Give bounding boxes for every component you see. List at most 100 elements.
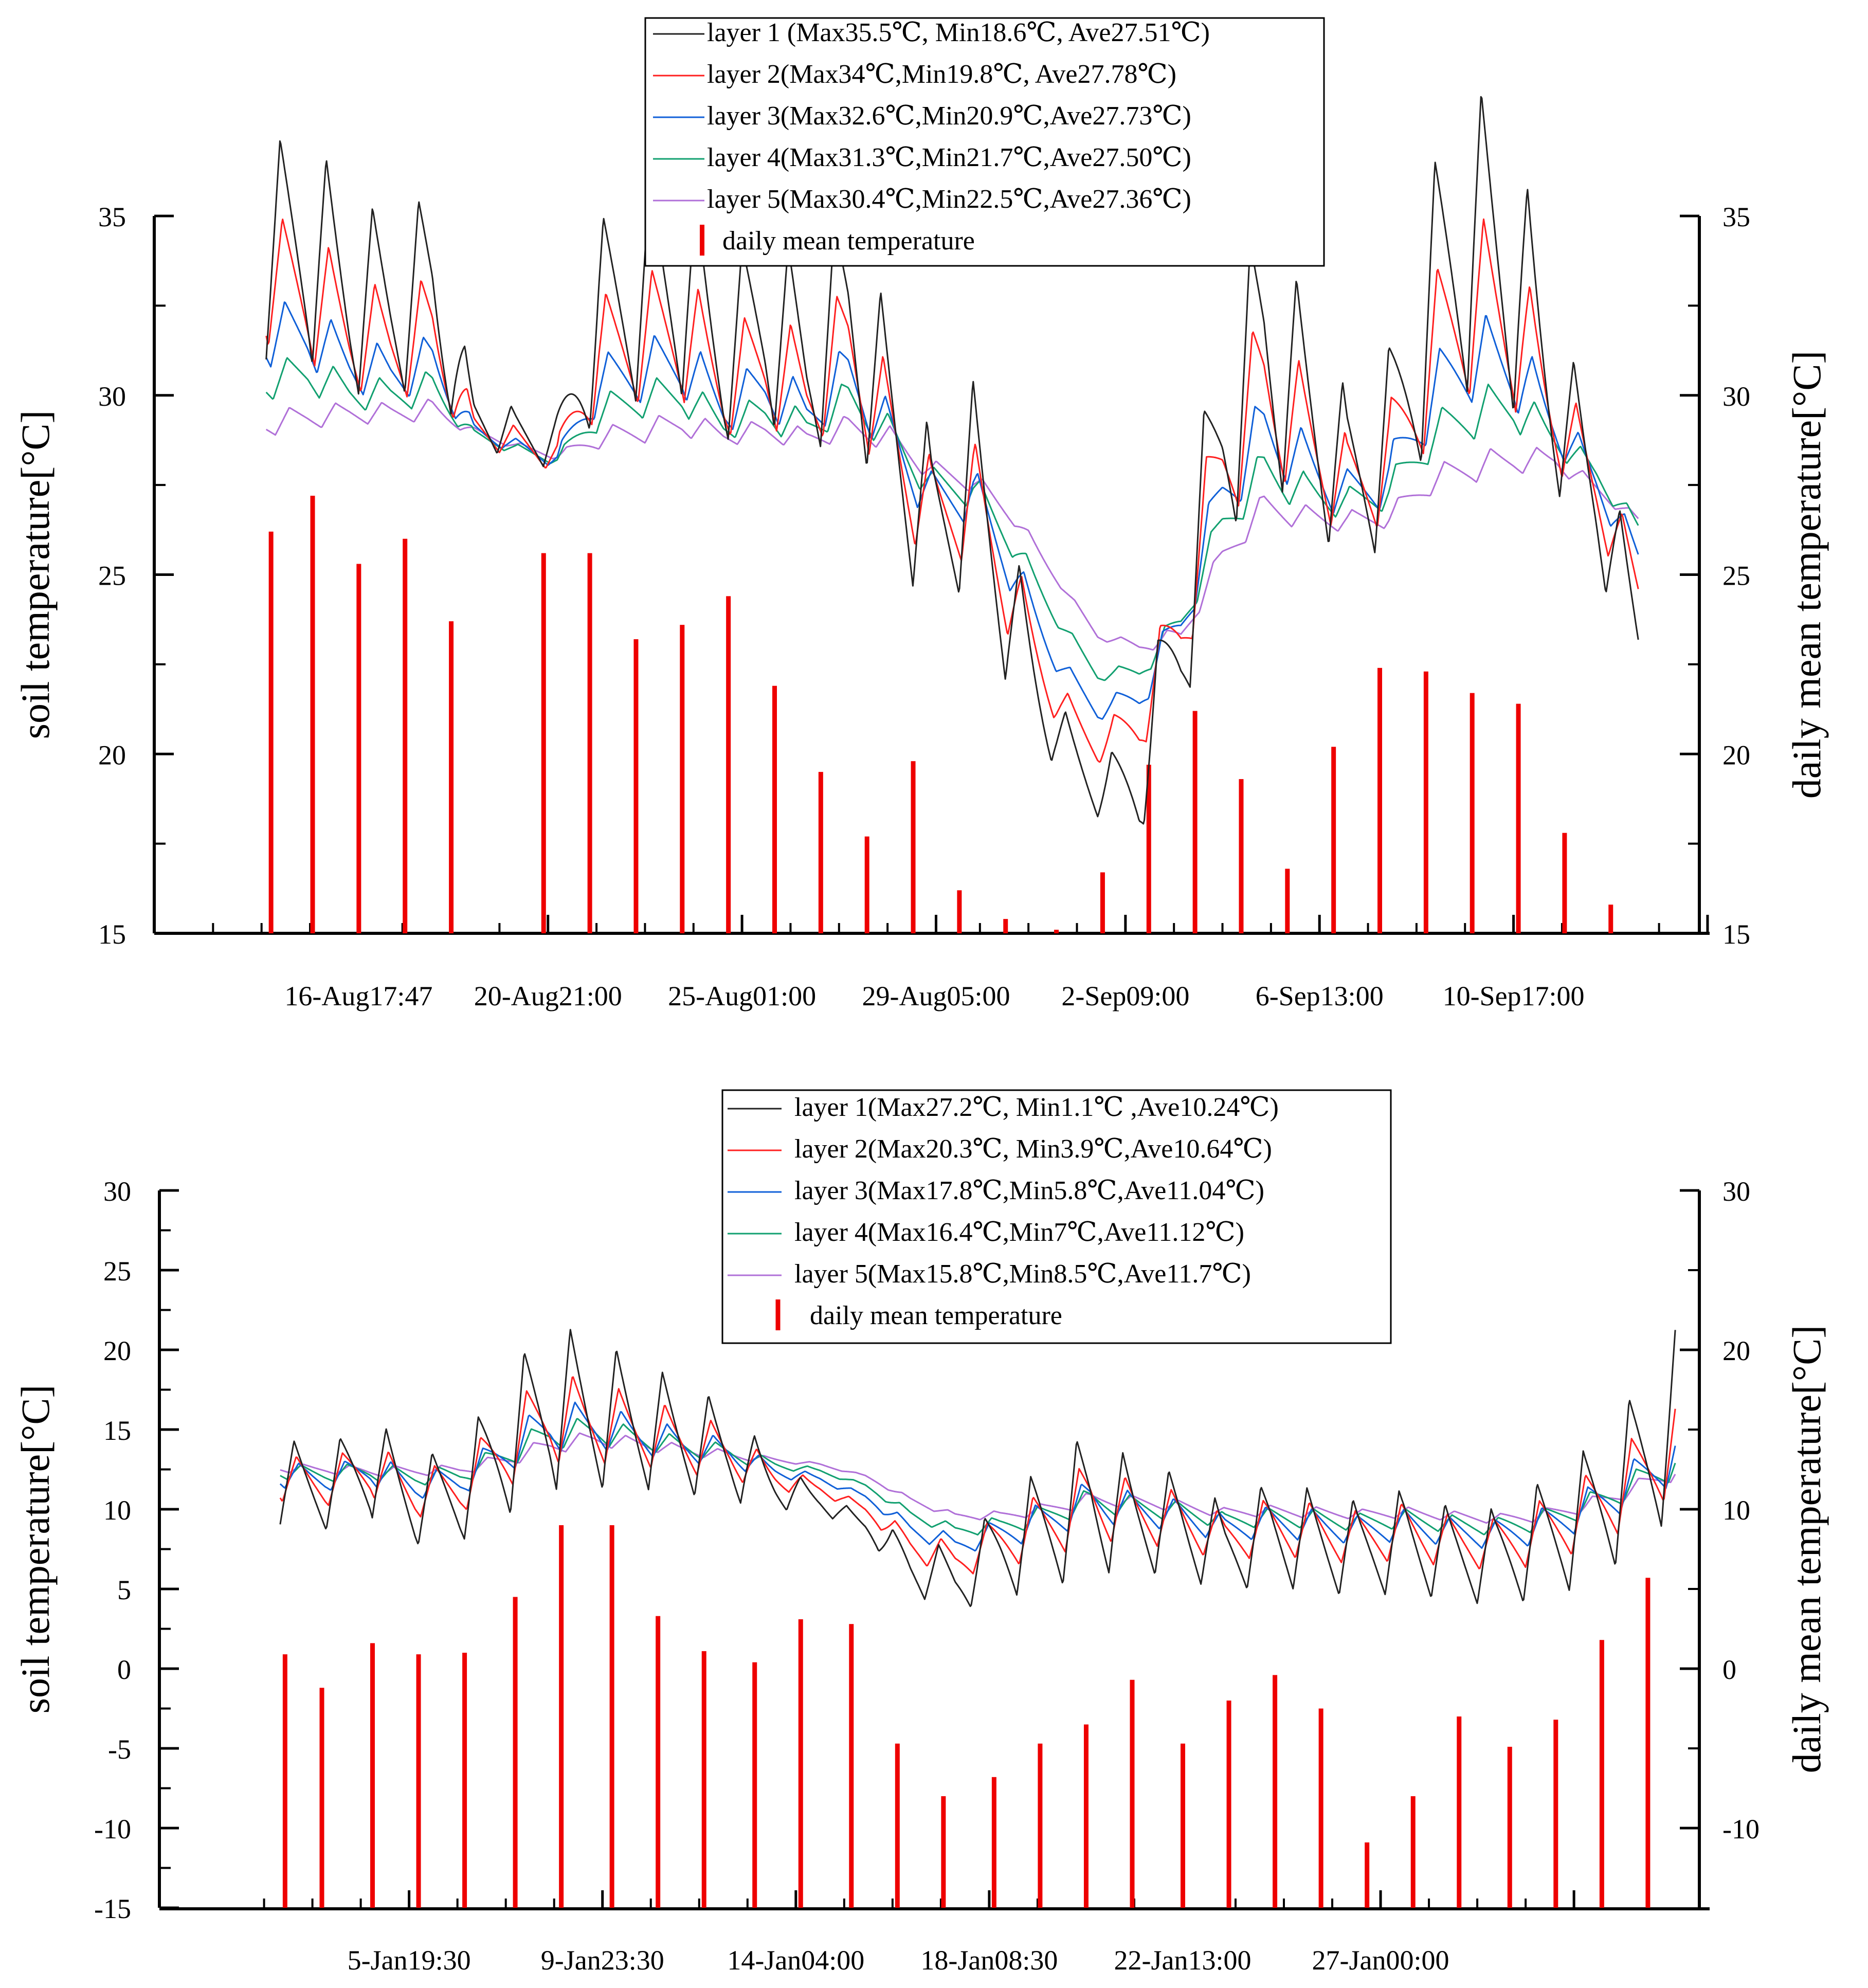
daily-mean-bar xyxy=(1038,1743,1043,1908)
daily-mean-bar xyxy=(1599,1640,1604,1908)
axes: -15 -10 -5 0 5 10 15 20 25 30 -10 0 10 20 30 5-Jan19:30… xyxy=(13,1176,1829,1976)
x-tick-label: 22-Jan13:00 xyxy=(1114,1945,1252,1976)
y2-axis-title: daily mean temperature[°C] xyxy=(1784,351,1829,799)
series-line-layer-2 xyxy=(279,1376,1676,1575)
daily-mean-bar xyxy=(941,1796,946,1908)
daily-mean-bar xyxy=(609,1525,614,1908)
daily-mean-bar xyxy=(587,553,592,933)
daily-mean-bar xyxy=(1181,1743,1185,1908)
x-tick-label: 20-Aug21:00 xyxy=(474,981,622,1011)
daily-mean-bar xyxy=(1054,930,1059,933)
x-tick-label: 27-Jan00:00 xyxy=(1312,1945,1449,1976)
x-tick-label: 2-Sep09:00 xyxy=(1061,981,1189,1011)
y2-tick-label: 30 xyxy=(1722,1176,1750,1207)
daily-mean-bar xyxy=(1285,869,1290,933)
x-tick-label: 14-Jan04:00 xyxy=(727,1945,864,1976)
chart-2: -15 -10 -5 0 5 10 15 20 25 30 -10 0 10 20 30 5-Jan19:30… xyxy=(13,1089,1829,1976)
axes: 15 20 25 30 35 15 20 25 30 35 16-Aug17:47 20-Aug21:… xyxy=(13,202,1829,1011)
x-tick-label: 6-Sep13:00 xyxy=(1256,981,1384,1011)
daily-mean-bar xyxy=(1410,1796,1416,1908)
daily-mean-bar xyxy=(1553,1720,1558,1908)
series-line-layer-3 xyxy=(265,301,1639,720)
series-line-layer-1 xyxy=(279,1329,1676,1607)
y2-tick-label: 0 xyxy=(1722,1654,1736,1685)
daily-mean-bars xyxy=(282,1525,1651,1908)
y2-tick-label: 20 xyxy=(1722,739,1750,770)
y-tick-label: 5 xyxy=(117,1575,131,1605)
daily-mean-bar xyxy=(911,761,916,933)
daily-mean-bar xyxy=(416,1654,421,1908)
daily-mean-bar xyxy=(541,553,546,933)
y-tick-label: -15 xyxy=(94,1893,131,1924)
y-tick-label: 15 xyxy=(98,919,126,950)
chart-1: 15 20 25 30 35 15 20 25 30 35 16-Aug17:47 20-Aug21:… xyxy=(13,17,1829,1011)
legend-label: layer 5(Max30.4℃,Min22.5℃,Ave27.36℃) xyxy=(707,185,1191,214)
daily-mean-bar xyxy=(1562,833,1567,933)
daily-mean-bar xyxy=(1423,671,1428,933)
legend-box xyxy=(644,17,1325,267)
daily-mean-bar xyxy=(772,685,777,933)
daily-mean-bar xyxy=(1192,711,1198,933)
daily-mean-bar xyxy=(895,1743,900,1908)
daily-mean-bar xyxy=(752,1662,757,1908)
series-line-layer-3 xyxy=(279,1401,1676,1552)
y-tick-label: 15 xyxy=(103,1415,131,1446)
legend-label: layer 3(Max17.8℃,Min5.8℃,Ave11.04℃) xyxy=(794,1176,1264,1205)
daily-mean-bar xyxy=(1003,919,1008,933)
daily-mean-bar xyxy=(1507,1746,1512,1908)
y2-tick-label: 35 xyxy=(1722,202,1750,232)
daily-mean-bar xyxy=(1130,1679,1135,1908)
y2-axis-title: daily mean temperature[°C] xyxy=(1784,1325,1829,1773)
legend-label: daily mean temperature xyxy=(810,1301,1062,1330)
daily-mean-bar xyxy=(1516,703,1521,933)
y-tick-label: 30 xyxy=(98,381,126,412)
y-tick-label: -5 xyxy=(108,1734,131,1765)
legend: layer 1(Max27.2℃, Min1.1℃ ,Ave10.24℃) lay… xyxy=(721,1089,1392,1344)
daily-mean-bar xyxy=(356,564,361,933)
daily-mean-bar xyxy=(1457,1716,1462,1908)
y2-tick-label: 10 xyxy=(1722,1495,1750,1526)
daily-mean-bar xyxy=(310,496,315,933)
daily-mean-bar xyxy=(656,1616,661,1908)
y-tick-label: 0 xyxy=(117,1654,131,1685)
daily-mean-bar xyxy=(1239,779,1244,933)
legend-label: layer 3(Max32.6℃,Min20.9℃,Ave27.73℃) xyxy=(707,101,1191,131)
y-axis-title: soil temperature[°C] xyxy=(13,410,58,739)
y-tick-label: 25 xyxy=(98,561,126,591)
daily-mean-bar xyxy=(403,538,408,933)
y2-tick-label: 15 xyxy=(1722,919,1750,950)
daily-mean-bar xyxy=(1083,1724,1089,1908)
legend-label: layer 2(Max34℃,Min19.8℃, Ave27.78℃) xyxy=(707,60,1176,89)
legend-box xyxy=(721,1089,1392,1344)
legend-label: layer 2(Max20.3℃, Min3.9℃,Ave10.64℃) xyxy=(794,1134,1272,1164)
daily-mean-bar xyxy=(282,1654,287,1908)
series-line-layer-4 xyxy=(280,1418,1676,1536)
layer-lines xyxy=(279,1329,1676,1607)
daily-mean-bar xyxy=(1100,872,1105,933)
daily-mean-bar xyxy=(798,1619,803,1908)
legend-label: layer 4(Max31.3℃,Min21.7℃,Ave27.50℃) xyxy=(707,143,1191,172)
daily-mean-bar xyxy=(559,1525,564,1908)
daily-mean-bar xyxy=(370,1643,375,1908)
x-tick-label: 25-Aug01:00 xyxy=(668,981,816,1011)
daily-mean-bar xyxy=(1273,1675,1278,1908)
daily-mean-bar xyxy=(1318,1708,1323,1908)
legend-swatch-daily-mean xyxy=(775,1299,781,1330)
daily-mean-bar xyxy=(1146,765,1151,933)
daily-mean-bar xyxy=(268,531,274,933)
daily-mean-bar xyxy=(1470,693,1475,933)
daily-mean-bar xyxy=(991,1777,996,1908)
daily-mean-bars xyxy=(268,496,1613,933)
legend-label: daily mean temperature xyxy=(722,226,975,256)
legend-swatch-daily-mean xyxy=(700,225,704,256)
y-tick-label: 20 xyxy=(103,1335,131,1366)
daily-mean-bar xyxy=(319,1688,324,1908)
daily-mean-bar xyxy=(957,890,962,933)
series-line-layer-5 xyxy=(265,399,1639,651)
x-tick-label: 18-Jan08:30 xyxy=(920,1945,1058,1976)
y-tick-label: 25 xyxy=(103,1256,131,1287)
daily-mean-bar xyxy=(1331,747,1336,933)
y-axis-title: soil temperature[°C] xyxy=(13,1385,58,1714)
daily-mean-bar xyxy=(1365,1842,1370,1908)
